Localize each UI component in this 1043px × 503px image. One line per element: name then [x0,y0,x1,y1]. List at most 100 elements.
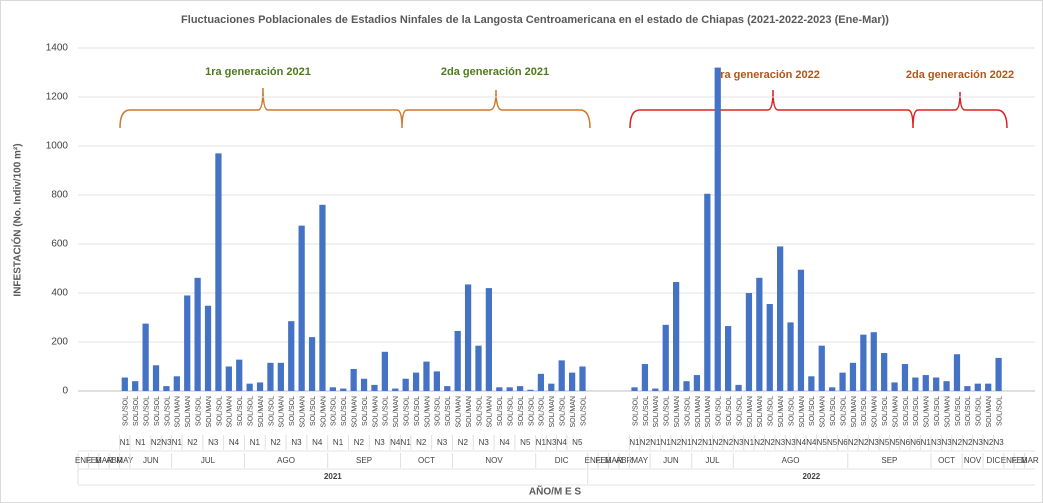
bar [184,295,191,391]
bar [132,381,139,391]
stage-label: N3 [375,438,386,447]
month-label: JUN [663,456,679,465]
bar [714,67,721,391]
stage-label: N1 [681,438,692,447]
x-tick-label: SOL/SOL [976,396,983,426]
x-tick-label: SOL/MAN [279,396,286,428]
annotation: 1ra generación 2021 [205,66,311,78]
x-tick-label: SOL/MAN [799,396,806,428]
month-label: OCT [938,456,955,465]
x-tick-label: SOL/MAN [227,396,234,428]
x-tick-label: SOL/SOL [310,396,317,426]
stage-label: N3 [973,438,984,447]
bar [808,376,815,391]
stage-label: N5 [520,438,531,447]
bar [912,377,919,391]
x-tick-label: SOL/SOL [237,396,244,426]
stage-label: N2 [962,438,973,447]
stage-label: N2 [983,438,994,447]
stage-label: N2 [187,438,198,447]
bar [891,382,898,391]
x-tick-label: SOL/SOL [664,396,671,426]
bar [256,382,264,391]
bar [735,384,742,391]
bar [225,366,232,391]
x-tick-label: SOL/SOL [445,396,452,426]
month-label: JUN [143,456,159,465]
x-tick-label: SOL/SOL [996,396,1003,426]
x-tick-label: SOL/MAN [778,396,785,428]
bar [756,277,763,391]
x-tick-label: SOL/SOL [882,396,889,426]
stage-label: N5 [572,438,583,447]
month-label: AGO [782,456,800,465]
x-tick-label: SOL/MAN [206,396,213,428]
month-label: ABR [106,456,123,465]
bar [787,322,794,391]
x-tick-label: SOL/SOL [788,396,795,426]
y-tick-label: 600 [51,239,68,250]
brace-2021 [119,87,591,129]
bar [725,326,732,391]
stage-label: N1 [921,438,932,447]
bar [412,372,420,391]
x-tick-label: SOL/SOL [580,396,587,426]
x-tick-label: SOL/SOL [414,396,421,426]
month-label: MAY [631,456,648,465]
x-tick-label: SOL/MAN [320,396,327,428]
x-tick-label: SOL/SOL [476,396,483,426]
stage-label: N2 [858,438,869,447]
y-tick-label: 200 [51,337,68,348]
stage-label: N6 [910,438,921,447]
x-tick-label: SOL/SOL [154,396,161,426]
x-tick-label: SOL/MAN [820,396,827,428]
bar [371,384,378,391]
bar [381,351,388,391]
bar [673,281,680,391]
month-label: ENE [75,456,91,465]
x-tick-label: SOL/MAN [944,396,951,428]
x-tick-label: SOL/SOL [268,396,275,426]
stage-label: N2 [754,438,765,447]
annotation: 2da generación 2022 [906,69,1014,81]
x-tick-label: SOL/MAN [487,396,494,428]
bar [194,277,201,391]
month-label: FEB [1012,456,1028,465]
stage-label: N2 [271,438,282,447]
stage-label: N2 [713,438,724,447]
stage-label: N2 [458,438,469,447]
bar [985,383,992,391]
stage-label: N3 [733,438,744,447]
stage-label: N3 [291,438,302,447]
bar [797,269,805,391]
bar [360,378,368,391]
stage-label: N1 [120,438,131,447]
stage-label: N1 [172,438,183,447]
x-tick-label: SOL/SOL [133,396,140,426]
stage-label: N3 [161,438,172,447]
bar [142,323,149,391]
x-tick-label: SOL/MAN [393,396,400,428]
y-tick-label: 1000 [46,141,69,152]
x-tick-label: SOL/MAN [549,396,556,428]
bar [964,386,971,391]
y-tick-label: 800 [51,190,68,201]
stage-label: N3 [869,438,880,447]
bar [683,381,690,391]
x-tick-label: SOL/SOL [247,396,254,426]
stage-label: N2 [671,438,682,447]
stage-label: N3 [546,438,557,447]
x-tick-label: SOL/SOL [435,396,442,426]
bar [475,345,482,391]
stage-label: N1 [629,438,640,447]
bar [433,371,440,391]
month-label: AGO [277,456,295,465]
bar [267,362,274,391]
bar [204,305,212,391]
bar [579,366,586,391]
bar [350,368,357,391]
month-label: MAY [116,456,133,465]
year-label: 2021 [324,472,342,481]
x-tick-label: SOL/SOL [518,396,525,426]
